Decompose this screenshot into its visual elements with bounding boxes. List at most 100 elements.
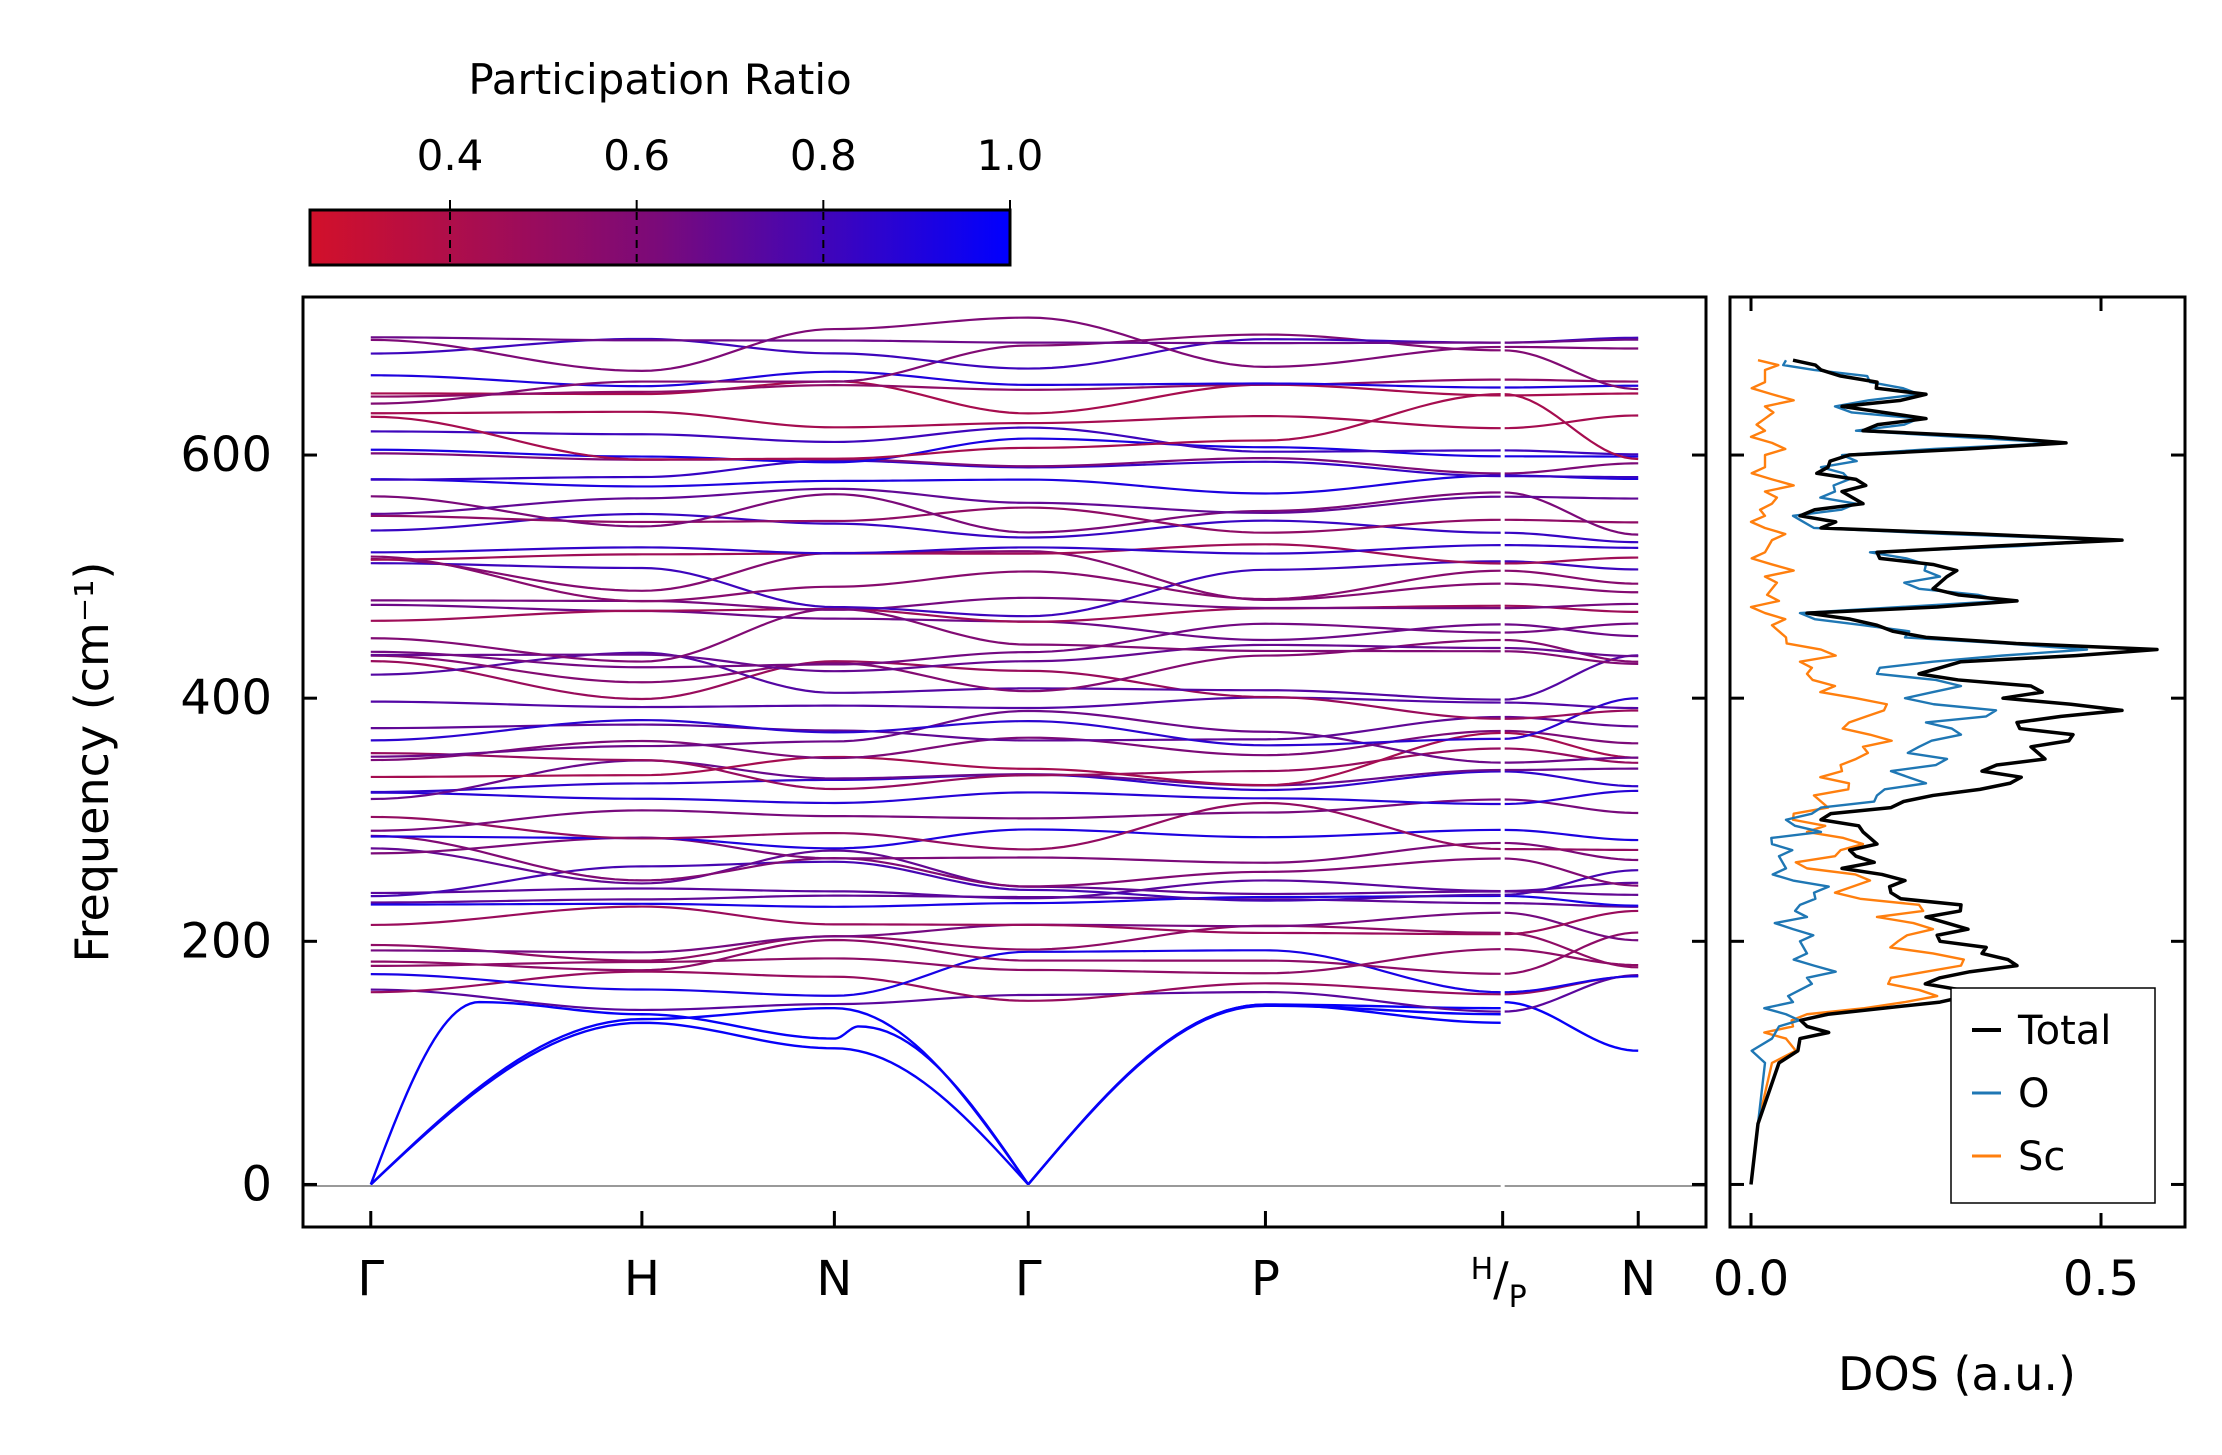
optical-branch xyxy=(1502,349,1639,391)
optical-branch xyxy=(370,560,1503,618)
optical-branch xyxy=(370,550,1503,602)
optical-branch xyxy=(370,948,1503,975)
optical-branch xyxy=(1502,560,1639,571)
optical-branch xyxy=(1502,495,1639,500)
x-tick-label: N xyxy=(816,1251,852,1307)
optical-branch xyxy=(1502,392,1639,461)
optical-branch xyxy=(370,798,1503,832)
dos-series-sc xyxy=(1749,359,1966,1185)
optical-branch xyxy=(1502,756,1639,764)
x-tick-label: H/P xyxy=(1471,1252,1527,1315)
optical-branch xyxy=(370,860,1503,902)
optical-branch xyxy=(370,506,1503,534)
optical-branch xyxy=(1502,378,1639,383)
optical-branch xyxy=(370,747,1503,791)
optical-branch xyxy=(1502,392,1639,397)
colorbar: Participation Ratio 0.4 0.6 0.8 1.0 xyxy=(308,55,1044,267)
band-structure-panel: 0 200 400 600 Γ H N Γ P H/P N Frequency (cm⁻¹) xyxy=(65,295,1708,1315)
optical-branch xyxy=(370,452,1503,475)
colorbar-tick-label: 1.0 xyxy=(977,131,1044,180)
optical-branch xyxy=(1502,697,1639,740)
optical-branch xyxy=(370,512,1503,539)
optical-branch xyxy=(1502,798,1639,815)
optical-branch xyxy=(370,651,1503,701)
colorbar-tick-label: 0.4 xyxy=(417,131,484,180)
optical-branch xyxy=(370,487,1503,515)
optical-branch xyxy=(1502,847,1639,852)
optical-branch xyxy=(1502,770,1639,788)
dos-x-axis-label: DOS (a.u.) xyxy=(1838,1347,2076,1401)
optical-branch xyxy=(1502,462,1639,475)
optical-branch xyxy=(1502,789,1639,806)
optical-branch xyxy=(370,316,1503,372)
optical-branch xyxy=(1502,894,1639,907)
colorbar-tick-label: 0.6 xyxy=(603,131,670,180)
optical-branch xyxy=(370,336,1503,345)
optical-branch xyxy=(370,380,1503,415)
optical-branch xyxy=(370,643,1503,673)
optical-branch xyxy=(1502,582,1639,594)
dos-series-total xyxy=(1749,358,2159,1185)
optical-branch xyxy=(1502,414,1639,430)
optical-branch xyxy=(370,801,1503,851)
dos-x-tick-label: 0.5 xyxy=(2063,1251,2139,1307)
y-axis-label: Frequency (cm⁻¹) xyxy=(65,562,119,963)
phonon-branches xyxy=(369,316,1639,1187)
legend-label-o: O xyxy=(2018,1071,2049,1117)
optical-branch xyxy=(1502,869,1639,896)
optical-branch xyxy=(370,370,1503,389)
y-tick-label: 0 xyxy=(241,1156,272,1212)
optical-branch xyxy=(1502,747,1639,764)
optical-branch xyxy=(1502,948,1639,967)
acoustic-branch xyxy=(369,1003,1503,1187)
y-tick-label: 600 xyxy=(180,427,272,483)
optical-branch xyxy=(370,638,1503,693)
optical-branch xyxy=(1502,602,1639,610)
optical-branch xyxy=(370,847,1503,896)
optical-branch xyxy=(370,879,1503,900)
dos-curves xyxy=(1749,358,2159,1185)
path-break xyxy=(1500,300,1505,1224)
band-y-ticks: 0 200 400 600 xyxy=(180,427,1706,1212)
dos-panel: 0.0 0.5 DOS (a.u.) Total O Sc xyxy=(1713,295,2187,1401)
optical-branch xyxy=(370,791,1503,806)
optical-branch xyxy=(370,938,1503,975)
colorbar-label: Participation Ratio xyxy=(468,55,851,104)
optical-branch xyxy=(1502,638,1639,663)
optical-branch xyxy=(370,905,1503,936)
optical-branch xyxy=(1502,911,1639,942)
optical-branch xyxy=(1502,909,1639,936)
optical-branch xyxy=(1502,709,1639,720)
optical-branch xyxy=(1502,604,1639,613)
optical-branch xyxy=(370,729,1503,762)
optical-branch xyxy=(1502,857,1639,887)
optical-branch xyxy=(370,988,1503,1013)
optical-branch xyxy=(370,491,1503,534)
optical-branch xyxy=(1502,345,1639,350)
optical-branch xyxy=(1502,569,1639,585)
optical-branch xyxy=(370,410,1503,430)
optical-branch xyxy=(1502,731,1639,759)
colorbar-ticks: 0.4 0.6 0.8 1.0 xyxy=(417,131,1044,263)
optical-branch xyxy=(1502,338,1639,344)
optical-branch xyxy=(1502,544,1639,549)
optical-branch xyxy=(1502,622,1639,634)
optical-branch xyxy=(370,392,1503,461)
optical-branch xyxy=(1502,654,1639,701)
dos-ticks: 0.0 0.5 xyxy=(1713,297,2185,1307)
optical-branch xyxy=(1502,475,1639,479)
optical-branch xyxy=(1502,650,1639,665)
band-axes-frame xyxy=(301,295,1708,1229)
dos-x-tick-label: 0.0 xyxy=(1713,1251,1789,1307)
optical-branch xyxy=(370,911,1503,954)
optical-branch xyxy=(370,555,1503,603)
optical-branch xyxy=(370,603,1503,642)
legend-label-sc: Sc xyxy=(2018,1134,2065,1180)
optical-branch xyxy=(1502,975,1639,994)
optical-branch xyxy=(370,596,1503,611)
optical-branch xyxy=(370,696,1503,710)
optical-branch xyxy=(1502,701,1639,710)
x-tick-label: Γ xyxy=(1015,1251,1042,1307)
optical-branch xyxy=(370,426,1503,453)
optical-branch xyxy=(370,459,1503,481)
